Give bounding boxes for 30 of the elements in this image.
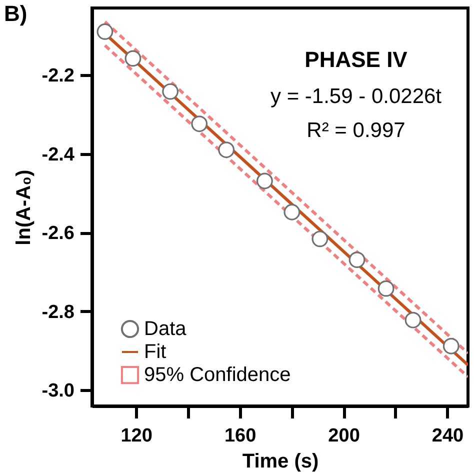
text: B) [4, 1, 28, 26]
y-tick-label: -3.0 [42, 380, 74, 402]
x-tick-label: 240 [432, 426, 464, 446]
y-tick-label: -2.6 [42, 223, 74, 244]
x-tick-label: 200 [328, 426, 360, 446]
point [191, 116, 208, 132]
y-axis-title: ln(A-A₀) [12, 170, 35, 246]
point [442, 338, 460, 354]
y-tick-label: -2.2 [42, 65, 74, 86]
point [96, 23, 114, 40]
point [162, 83, 179, 100]
y-tick-label: -2.8 [42, 302, 74, 323]
point [378, 280, 394, 297]
x-tick-label: 160 [224, 426, 256, 446]
legend-label: Fit [144, 341, 167, 363]
legend-label: 95% Confidence [144, 364, 291, 386]
point [404, 312, 422, 328]
point [348, 252, 366, 268]
annotation: y = -1.59 - 0.0226t [270, 85, 442, 108]
x-axis-title: Time (s) [242, 450, 319, 472]
legend-label: Data [144, 318, 188, 340]
annotation: PHASE IV [304, 47, 408, 72]
point [256, 172, 273, 190]
x-tick-label: 120 [120, 426, 152, 446]
y-tick-label: -2.4 [42, 144, 75, 166]
point [312, 230, 328, 248]
point [124, 50, 142, 67]
point [218, 142, 235, 158]
point [284, 204, 300, 220]
annotation: R² = 0.997 [306, 119, 406, 142]
